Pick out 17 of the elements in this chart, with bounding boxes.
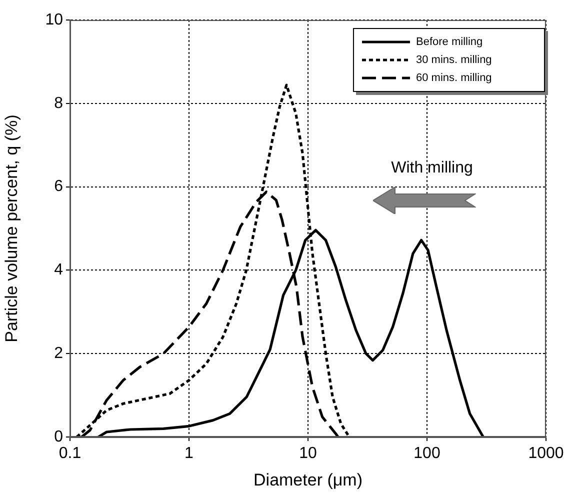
x-tick-label: 1 [184,445,194,462]
x-axis-title: Diameter (μm) [254,470,362,490]
x-tick-label: 1000 [528,445,564,462]
y-axis-title: Particle volume percent, q (%) [2,114,21,342]
legend-label: 60 mins. milling [416,71,492,86]
x-tick-label: 0.1 [58,445,82,462]
y-tick-label: 8 [54,94,64,112]
y-tick-label: 4 [54,262,64,279]
x-tick-label: 100 [414,445,440,462]
y-tick-label: 6 [54,178,64,196]
y-tick-label: 10 [45,11,64,28]
y-tick-label: 0 [54,428,64,446]
legend-label: Before milling [416,35,483,50]
x-tick-label: 10 [299,445,317,462]
legend-label: 30 mins. milling [416,53,492,68]
y-tick-label: 2 [54,345,64,362]
annotation: With milling [391,159,473,176]
